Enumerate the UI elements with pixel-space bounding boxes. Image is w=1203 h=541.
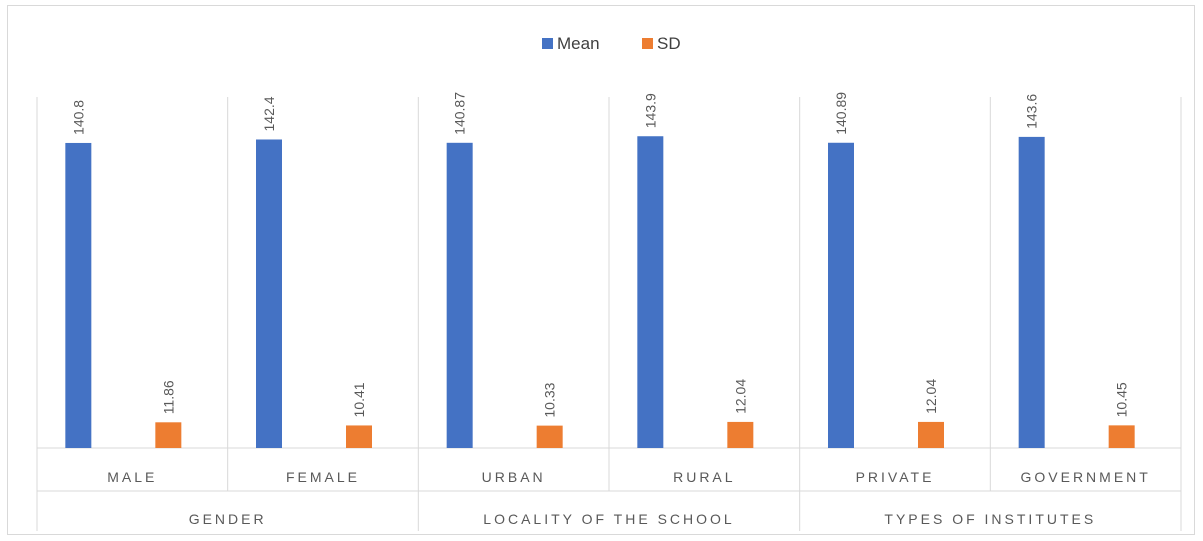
chart-frame (7, 5, 1195, 535)
category-label: RURAL (673, 469, 735, 485)
bar-sd-private (918, 421, 944, 448)
data-label-mean: 143.6 (1024, 94, 1040, 129)
data-label-mean: 140.89 (833, 92, 849, 135)
category-label: PRIVATE (856, 469, 935, 485)
data-label-mean: 143.9 (642, 93, 658, 128)
data-label-mean: 142.4 (261, 96, 277, 131)
bar-mean-urban (446, 142, 473, 448)
bar-mean-private (828, 142, 854, 448)
data-label-sd: 10.33 (542, 382, 558, 417)
group-label: LOCALITY OF THE SCHOOL (483, 511, 734, 527)
bar-sd-male (155, 422, 182, 448)
bar-mean-government (1018, 136, 1045, 448)
data-label-sd: 10.45 (1114, 382, 1130, 417)
legend-swatch-sd (642, 38, 653, 49)
bar-sd-urban (536, 425, 563, 448)
bar-sd-female (346, 425, 372, 448)
bar-sd-rural (727, 421, 754, 448)
data-label-sd: 12.04 (923, 379, 939, 414)
data-label-mean: 140.8 (70, 100, 86, 135)
legend-label-sd: SD (657, 34, 681, 53)
bar-sd-government (1108, 425, 1135, 448)
group-label: TYPES OF INSTITUTES (884, 511, 1096, 527)
bar-mean-male (65, 142, 92, 449)
data-label-sd: 12.04 (732, 379, 748, 414)
category-label: GOVERNMENT (1020, 469, 1150, 485)
legend-label-mean: Mean (557, 34, 600, 53)
data-label-sd: 11.86 (160, 380, 176, 414)
bar-mean-female (256, 139, 282, 448)
category-label: MALE (107, 469, 157, 485)
data-label-mean: 140.87 (452, 92, 468, 135)
category-label: FEMALE (286, 469, 360, 485)
group-label: GENDER (189, 511, 267, 527)
legend-swatch-mean (542, 38, 553, 49)
category-label: URBAN (482, 469, 546, 485)
data-label-sd: 10.41 (351, 382, 367, 417)
bar-mean-rural (637, 136, 664, 448)
